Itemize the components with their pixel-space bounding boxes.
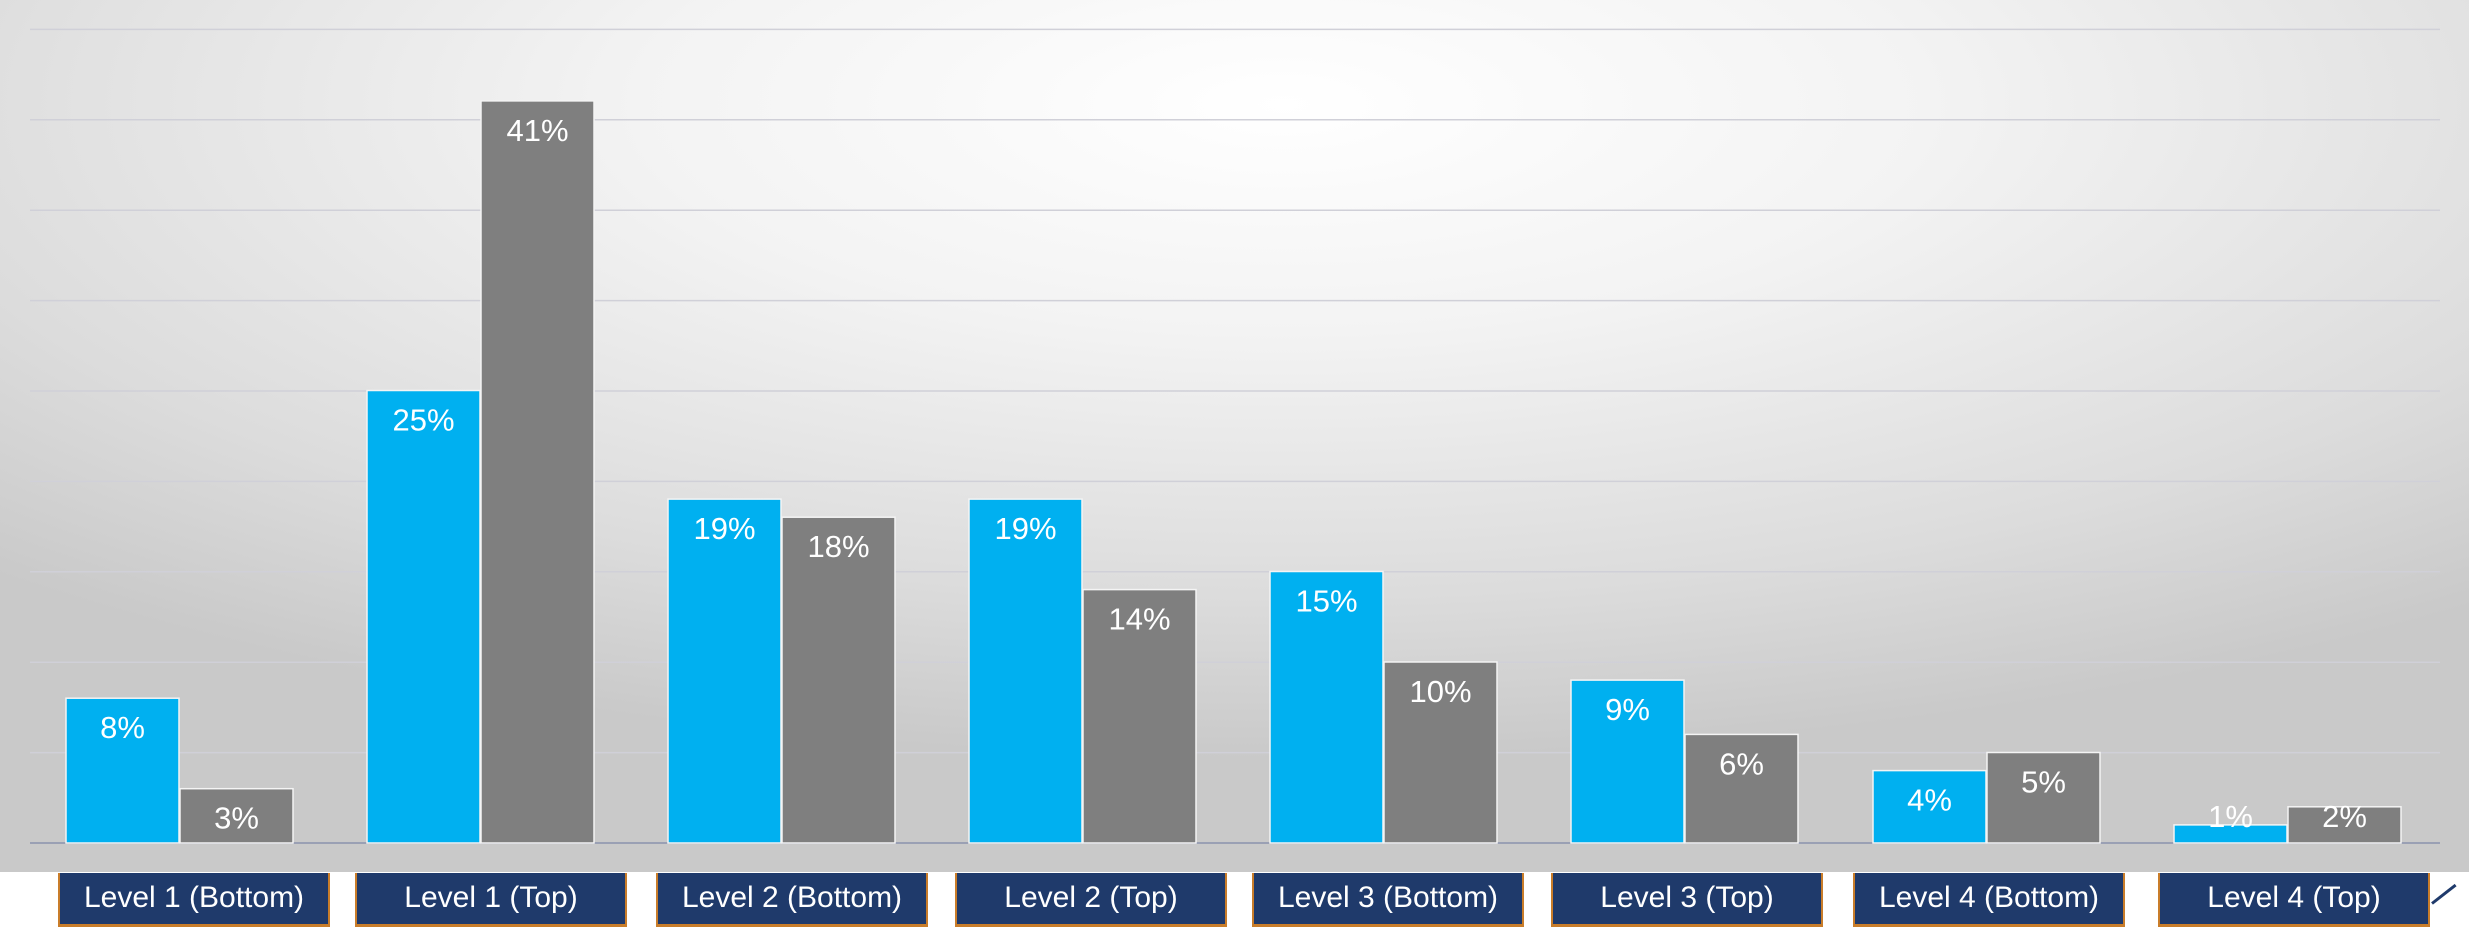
data-label-series-1-1: 8% <box>100 710 145 745</box>
data-label-series-2-8: 2% <box>2322 799 2367 834</box>
data-label-series-2-4: 14% <box>1108 602 1170 637</box>
data-label-series-1-5: 15% <box>1295 584 1357 619</box>
bar-series-1-5 <box>1269 570 1384 844</box>
category-label-1: Level 1 (Bottom) <box>58 873 330 927</box>
bar-series-1-3 <box>667 498 782 844</box>
bar-series-2-4 <box>1082 588 1197 844</box>
data-label-series-1-2: 25% <box>392 403 454 438</box>
bar-series-1-7 <box>1872 769 1987 844</box>
category-label-2: Level 1 (Top) <box>355 873 627 927</box>
bars <box>65 100 2402 844</box>
data-label-series-1-8: 1% <box>2208 799 2253 834</box>
category-label-8: Level 4 (Top) <box>2158 873 2430 927</box>
category-label-6: Level 3 (Top) <box>1551 873 1823 927</box>
bar-series-1-8 <box>2173 824 2288 844</box>
data-labels: 8% 3% 25% 41% 19% 18% 19% 14% 15% 10% 9% 6% 4% 5% 1% 2% <box>100 113 2367 836</box>
bar-series-2-1 <box>179 787 294 844</box>
data-label-series-1-3: 19% <box>693 511 755 546</box>
data-label-series-1-6: 9% <box>1605 692 1650 727</box>
data-label-series-2-6: 6% <box>1719 746 1764 781</box>
bar-series-1-6 <box>1570 679 1685 844</box>
bar-series-1-4 <box>968 498 1083 844</box>
category-label-5: Level 3 (Bottom) <box>1252 873 1524 927</box>
bar-series-2-8 <box>2287 806 2402 844</box>
data-label-series-2-3: 18% <box>807 529 869 564</box>
category-label-3: Level 2 (Bottom) <box>656 873 928 927</box>
corner-tick-mark <box>2431 883 2457 905</box>
data-label-series-2-5: 10% <box>1409 674 1471 709</box>
chart-plot: 8% 3% 25% 41% 19% 18% 19% 14% 15% 10% 9% 6% 4% 5% 1% 2% <box>0 0 2469 872</box>
bar-series-2-7 <box>1986 751 2101 844</box>
category-label-7: Level 4 (Bottom) <box>1853 873 2125 927</box>
data-label-series-2-2: 41% <box>506 113 568 148</box>
bar-series-1-1 <box>65 697 180 844</box>
data-label-series-2-7: 5% <box>2021 765 2066 800</box>
bar-series-2-3 <box>781 516 896 844</box>
bar-series-2-5 <box>1383 661 1498 844</box>
bar-series-2-6 <box>1684 733 1799 844</box>
data-label-series-1-7: 4% <box>1907 783 1952 818</box>
bar-series-2-2 <box>480 100 595 844</box>
data-label-series-1-4: 19% <box>994 511 1056 546</box>
data-label-series-2-1: 3% <box>214 801 259 836</box>
bar-series-1-2 <box>366 389 481 844</box>
category-label-4: Level 2 (Top) <box>955 873 1227 927</box>
